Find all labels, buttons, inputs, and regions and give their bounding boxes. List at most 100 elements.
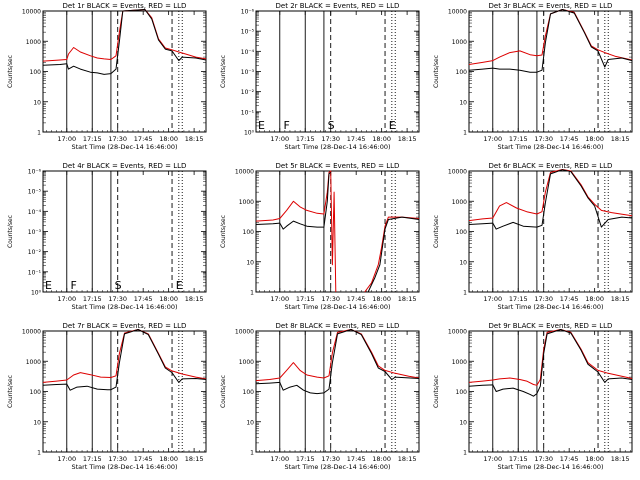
y-axis-label: Counts/sec [7, 215, 14, 248]
x-tick-label: 17:30 [534, 455, 553, 463]
x-tick-label: 18:00 [159, 135, 178, 143]
events-series-line [367, 216, 420, 293]
marker-letter: E [176, 279, 183, 292]
y-tick-label: 1000 [26, 359, 41, 366]
y-tick-label: 1000 [239, 359, 254, 366]
x-tick-label: 17:00 [270, 455, 289, 463]
x-tick-label: 18:00 [585, 135, 604, 143]
x-axis-label: Start Time (28-Dec-14 16:46:00) [71, 463, 177, 471]
y-axis-label: Counts/sec [7, 55, 14, 88]
x-tick-label: 18:00 [372, 135, 391, 143]
y-tick-label: 10⁻³ [28, 229, 42, 236]
events-series-line [255, 172, 332, 230]
y-tick-label: 10 [33, 419, 41, 426]
x-tick-label: 17:15 [296, 295, 315, 303]
y-tick-label: 100 [243, 389, 255, 396]
marker-letter: E [389, 119, 396, 132]
x-tick-label: 17:45 [347, 295, 366, 303]
marker-letter: F [283, 119, 289, 132]
y-tick-label: 10⁻² [28, 249, 42, 256]
chart-title: Det 1r BLACK = Events, RED = LLD [63, 2, 187, 10]
y-tick-label: 100 [456, 229, 468, 236]
y-tick-label: 10 [246, 419, 254, 426]
y-tick-label: 10⁻³ [241, 69, 255, 76]
marker-letter: F [70, 279, 76, 292]
chart-panel-det7: Det 7r BLACK = Events, RED = LLD Counts/s… [7, 322, 207, 471]
x-tick-label: 18:15 [398, 135, 417, 143]
x-tick-label: 17:15 [509, 135, 528, 143]
x-tick-label: 17:30 [534, 295, 553, 303]
lld-series-line [42, 329, 207, 383]
x-tick-label: 17:00 [57, 295, 76, 303]
y-tick-label: 1 [37, 450, 41, 457]
x-tick-label: 17:15 [83, 135, 102, 143]
y-tick-label: 10000 [448, 329, 467, 336]
chart-title: Det 6r BLACK = Events, RED = LLD [489, 162, 613, 170]
x-tick-label: 18:15 [185, 135, 204, 143]
events-series-line [468, 9, 633, 73]
y-tick-label: 10⁻⁴ [28, 209, 42, 216]
chart-panel-det5: Det 5r BLACK = Events, RED = LLD Counts/s… [220, 162, 420, 311]
x-tick-label: 17:15 [509, 455, 528, 463]
x-tick-label: 17:00 [483, 135, 502, 143]
x-tick-label: 18:00 [372, 455, 391, 463]
x-tick-label: 17:15 [296, 455, 315, 463]
y-tick-label: 1000 [239, 199, 254, 206]
y-tick-label: 1 [463, 290, 467, 297]
y-tick-label: 10⁻¹ [28, 269, 42, 276]
x-tick-label: 17:45 [134, 295, 153, 303]
marker-letter: E [45, 279, 52, 292]
chart-panel-det3: Det 3r BLACK = Events, RED = LLD Counts/s… [433, 2, 633, 151]
x-axis-label: Start Time (28-Dec-14 16:46:00) [284, 303, 390, 311]
chart-panel-det8: Det 8r BLACK = Events, RED = LLD Counts/s… [220, 322, 420, 471]
x-tick-label: 17:45 [347, 135, 366, 143]
x-tick-label: 17:30 [321, 455, 340, 463]
y-axis-label: Counts/sec [433, 55, 440, 88]
y-tick-label: 100 [456, 69, 468, 76]
x-tick-label: 17:00 [57, 455, 76, 463]
x-tick-label: 18:15 [398, 295, 417, 303]
x-tick-label: 17:00 [483, 455, 502, 463]
chart-panel-det1: Det 1r BLACK = Events, RED = LLD Counts/s… [7, 2, 207, 151]
x-tick-label: 18:00 [372, 295, 391, 303]
marker-letter: S [115, 279, 122, 292]
lld-series-line [468, 169, 633, 222]
x-tick-label: 18:00 [585, 455, 604, 463]
events-series-line [468, 329, 633, 397]
y-axis-label: Counts/sec [433, 215, 440, 248]
x-tick-label: 18:15 [185, 295, 204, 303]
x-axis-label: Start Time (28-Dec-14 16:46:00) [284, 463, 390, 471]
x-tick-label: 17:30 [108, 455, 127, 463]
events-series-line [42, 329, 207, 391]
x-axis-label: Start Time (28-Dec-14 16:46:00) [497, 463, 603, 471]
y-tick-label: 10⁻² [241, 89, 255, 96]
y-tick-label: 10⁻⁶ [241, 9, 255, 16]
y-tick-label: 1000 [452, 39, 467, 46]
events-series-line [255, 329, 420, 395]
x-tick-label: 18:15 [611, 135, 630, 143]
plot-frame [468, 330, 633, 453]
chart-panel-det2: Det 2r BLACK = Events, RED = LLD Counts/s… [220, 2, 420, 151]
marker-letter: E [258, 119, 265, 132]
lld-series-line [42, 9, 207, 62]
chart-title: Det 9r BLACK = Events, RED = LLD [489, 322, 613, 330]
chart-panel-det6: Det 6r BLACK = Events, RED = LLD Counts/s… [433, 162, 633, 311]
y-tick-label: 10000 [235, 169, 254, 176]
x-tick-label: 17:30 [108, 295, 127, 303]
lld-series-line [255, 170, 337, 293]
marker-letter: S [328, 119, 335, 132]
events-series-line [468, 169, 633, 230]
x-tick-label: 18:00 [585, 295, 604, 303]
lld-series-line [255, 329, 420, 382]
x-tick-label: 17:15 [509, 295, 528, 303]
y-tick-label: 10000 [22, 329, 41, 336]
chart-title: Det 5r BLACK = Events, RED = LLD [276, 162, 400, 170]
x-tick-label: 18:15 [185, 455, 204, 463]
y-axis-label: Counts/sec [220, 55, 227, 88]
chart-title: Det 3r BLACK = Events, RED = LLD [489, 2, 613, 10]
x-tick-label: 17:45 [134, 455, 153, 463]
y-tick-label: 1000 [452, 359, 467, 366]
y-tick-label: 10 [459, 419, 467, 426]
x-tick-label: 17:15 [83, 455, 102, 463]
y-tick-label: 10⁻⁵ [28, 189, 42, 196]
